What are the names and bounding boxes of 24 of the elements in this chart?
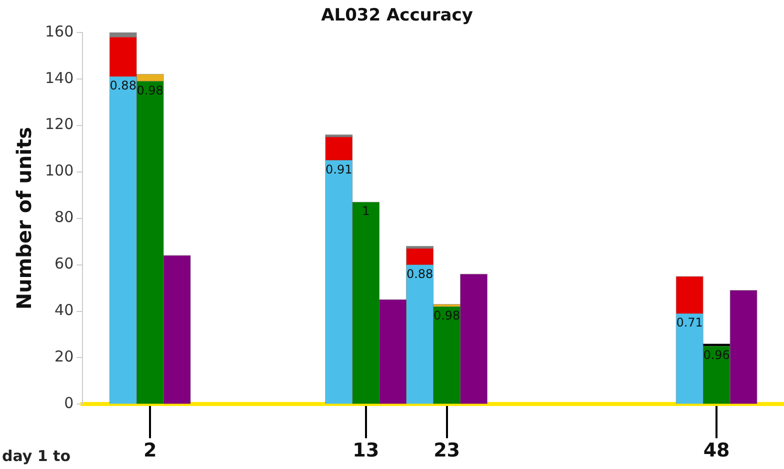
y-axis-title: Number of units bbox=[12, 126, 36, 310]
annotation: 0.71 bbox=[676, 316, 703, 330]
x-tick-label: 2 bbox=[143, 440, 157, 462]
y-tick-label: 60 bbox=[54, 254, 74, 273]
chart-title: AL032 Accuracy bbox=[321, 6, 473, 26]
y-tick-label: 160 bbox=[44, 22, 74, 40]
annotation: 0.88 bbox=[406, 266, 434, 281]
y-tick-label: 80 bbox=[54, 208, 74, 226]
annotation: 0.98 bbox=[136, 83, 164, 98]
y-tick-label: 120 bbox=[44, 115, 74, 134]
annotation: 0.96 bbox=[703, 348, 730, 362]
y-tick-label: 100 bbox=[44, 162, 74, 180]
y-tick-label: 20 bbox=[54, 348, 74, 366]
y-tick-label: 40 bbox=[54, 301, 74, 320]
y-tick-label: 0 bbox=[64, 394, 74, 412]
annotation: 0.98 bbox=[433, 308, 460, 323]
x-tick-label: 48 bbox=[703, 440, 730, 462]
x-axis-title: day 1 to bbox=[2, 447, 71, 465]
annotation: 1 bbox=[362, 204, 370, 218]
x-tick-label: 13 bbox=[352, 440, 380, 462]
y-tick-label: 140 bbox=[44, 68, 74, 87]
annotation: 0.91 bbox=[326, 162, 352, 176]
x-tick-label: 23 bbox=[434, 440, 460, 462]
annotation: 0.88 bbox=[110, 78, 136, 93]
